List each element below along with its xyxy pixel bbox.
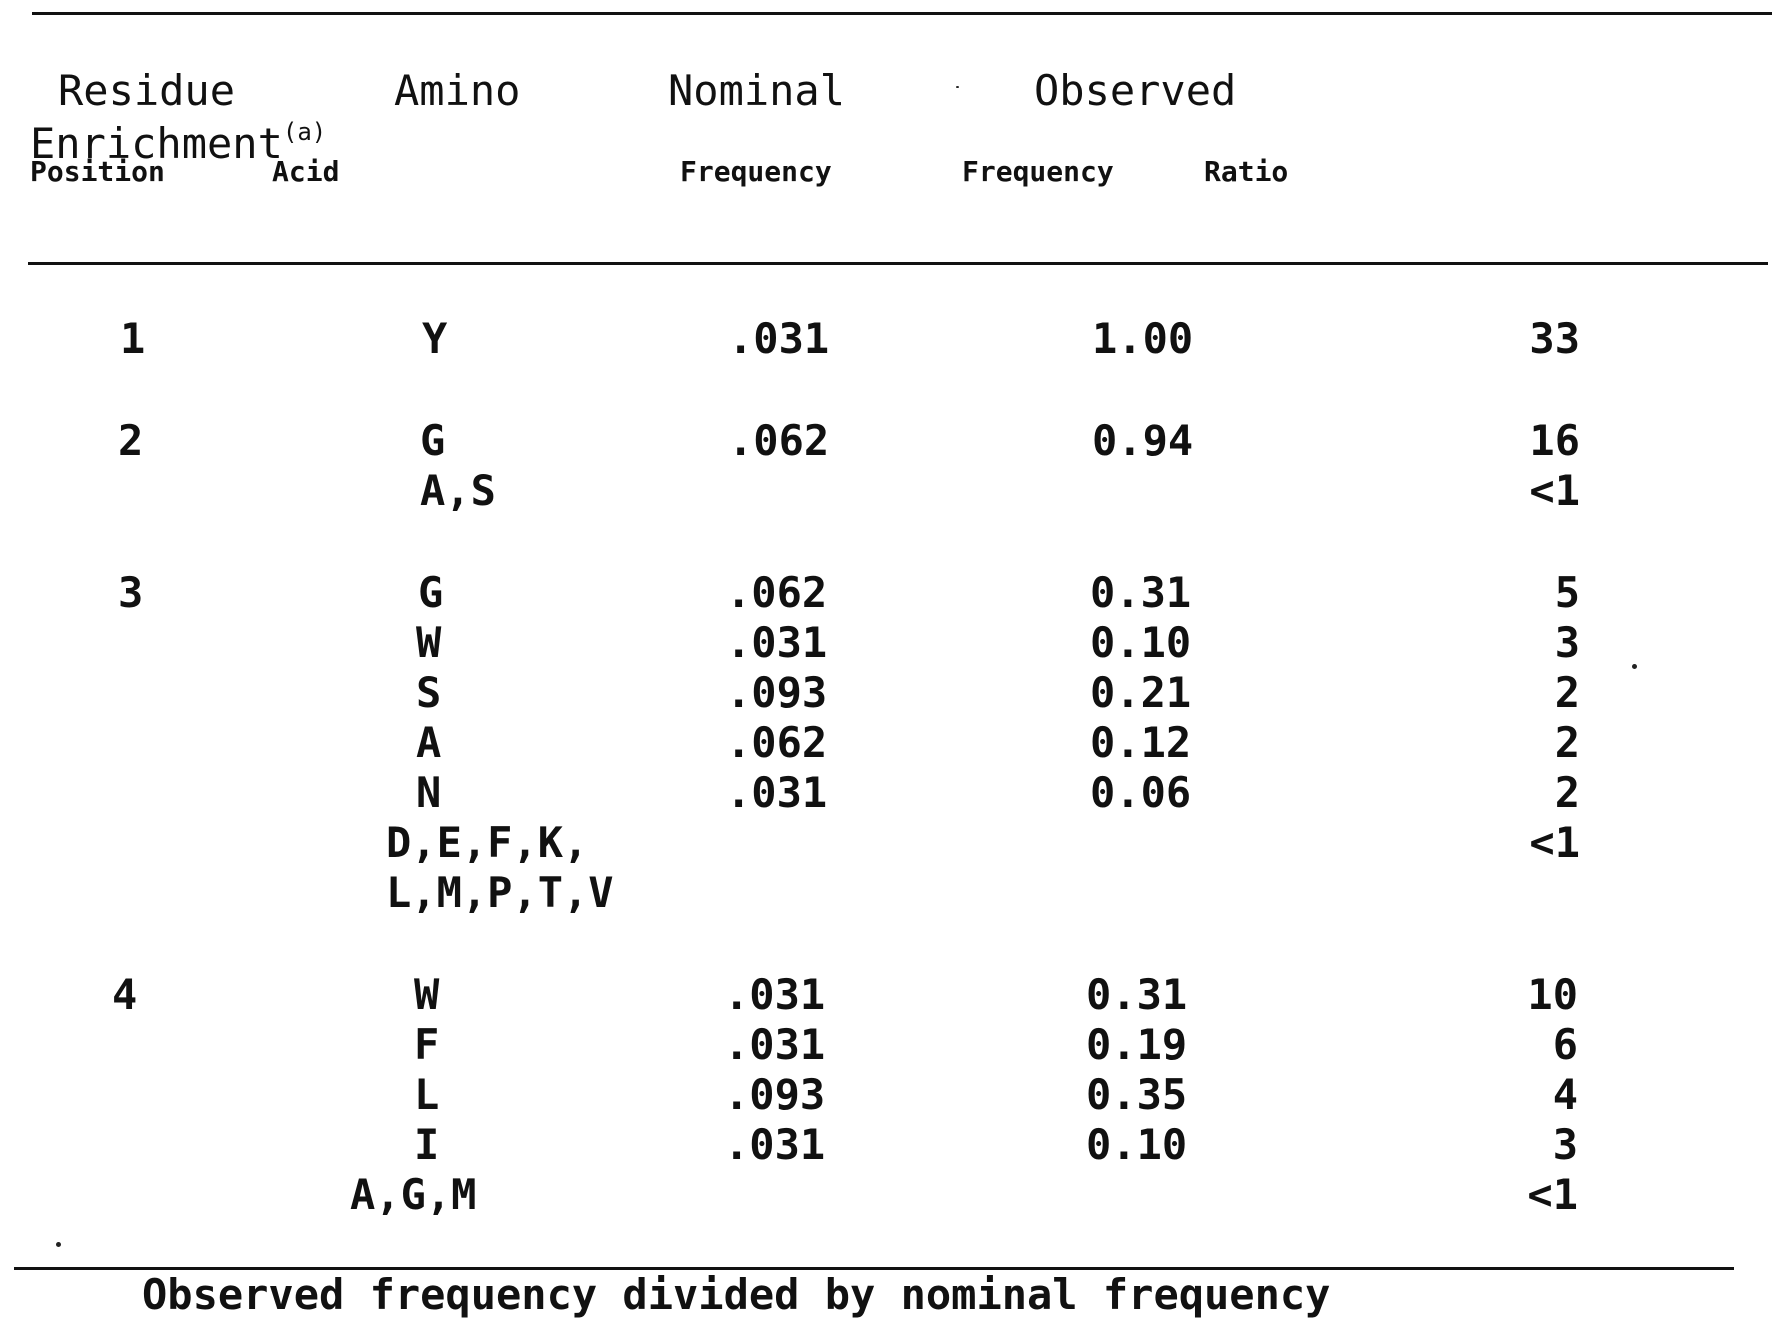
table-cell-acid: A,S	[420, 466, 496, 515]
table-cell-nominal: .093	[726, 668, 828, 717]
table-cell-enrichment: 2	[1554, 768, 1580, 817]
header-amino: Amino	[394, 66, 521, 115]
table-cell-nominal: .062	[726, 718, 828, 767]
table-cell-observed: 0.10	[1086, 1120, 1188, 1169]
table-cell-enrichment: <1	[1527, 1170, 1578, 1219]
table-cell-acid: A,G,M	[350, 1170, 477, 1219]
table-cell-enrichment: 16	[1529, 416, 1580, 465]
table-cell-acid: L,M,P,T,V	[386, 868, 614, 917]
table-cell-acid: F	[414, 1020, 440, 1069]
table-cell-nominal: .062	[728, 416, 830, 465]
table-cell-nominal: .031	[724, 1020, 826, 1069]
table-cell-observed: 0.21	[1090, 668, 1192, 717]
table-cell-acid: I	[414, 1120, 440, 1169]
table-cell-acid: L	[414, 1070, 440, 1119]
table-cell-observed: 0.94	[1092, 416, 1194, 465]
scan-speck	[1632, 664, 1637, 669]
header-enrichment: Enrichment(a)	[30, 120, 326, 165]
header-enrichment-label: Enrichment	[30, 119, 283, 168]
header-observed: Observed	[1034, 66, 1237, 115]
scan-speck	[956, 86, 959, 88]
table-cell-nominal: .031	[724, 1120, 826, 1169]
table-cell-acid: G	[418, 568, 444, 617]
table-cell-observed: 0.06	[1090, 768, 1192, 817]
table-cell-acid: G	[420, 416, 446, 465]
table-cell-enrichment: <1	[1529, 818, 1580, 867]
table-cell-acid: A	[416, 718, 442, 767]
header-position: Position	[30, 155, 165, 188]
table-cell-nominal: .031	[726, 618, 828, 667]
bottom-rule	[14, 1267, 1734, 1270]
table-cell-enrichment: 3	[1552, 1120, 1578, 1169]
table-cell-nominal: .031	[724, 970, 826, 1019]
header-ratio: Ratio	[1204, 155, 1289, 188]
table-cell-acid: W	[414, 970, 440, 1019]
header-rule	[28, 262, 1768, 265]
table-cell-position: 1	[120, 314, 146, 363]
table-cell-acid: N	[416, 768, 442, 817]
table-cell-position: 4	[112, 970, 138, 1019]
table-cell-enrichment: 2	[1554, 718, 1580, 767]
table-cell-acid: Y	[422, 314, 448, 363]
header-acid: Acid	[272, 155, 340, 188]
table-cell-enrichment: <1	[1529, 466, 1580, 515]
table-cell-nominal: .062	[726, 568, 828, 617]
table-cell-enrichment: 33	[1529, 314, 1580, 363]
header-residue: Residue	[58, 66, 236, 115]
table-cell-position: 3	[118, 568, 144, 617]
table-cell-nominal: .031	[726, 768, 828, 817]
table-cell-enrichment: 4	[1552, 1070, 1578, 1119]
table-cell-observed: 0.35	[1086, 1070, 1188, 1119]
table-cell-observed: 0.12	[1090, 718, 1192, 767]
table-cell-observed: 1.00	[1092, 314, 1194, 363]
table-cell-observed: 0.19	[1086, 1020, 1188, 1069]
table-cell-nominal: .093	[724, 1070, 826, 1119]
table-cell-nominal: .031	[728, 314, 830, 363]
header-frequency-nominal: Frequency	[680, 155, 832, 188]
header-enrichment-note: (a)	[282, 118, 327, 146]
table-cell-observed: 0.31	[1086, 970, 1188, 1019]
table-cell-acid: D,E,F,K,	[386, 818, 589, 867]
scan-speck	[56, 1242, 61, 1247]
header-frequency-observed: Frequency	[962, 155, 1114, 188]
table-cell-position: 2	[118, 416, 144, 465]
table-cell-observed: 0.31	[1090, 568, 1192, 617]
table-cell-enrichment: 6	[1552, 1020, 1578, 1069]
table-cell-enrichment: 10	[1527, 970, 1578, 1019]
footnote-fragment: Observed frequency divided by nominal fr…	[142, 1270, 1331, 1319]
header-nominal: Nominal	[668, 66, 846, 115]
top-rule	[32, 12, 1772, 15]
table-cell-enrichment: 3	[1554, 618, 1580, 667]
table-cell-observed: 0.10	[1090, 618, 1192, 667]
table-cell-acid: W	[416, 618, 442, 667]
table-cell-enrichment: 5	[1554, 568, 1580, 617]
table-cell-acid: S	[416, 668, 442, 717]
table-cell-enrichment: 2	[1554, 668, 1580, 717]
